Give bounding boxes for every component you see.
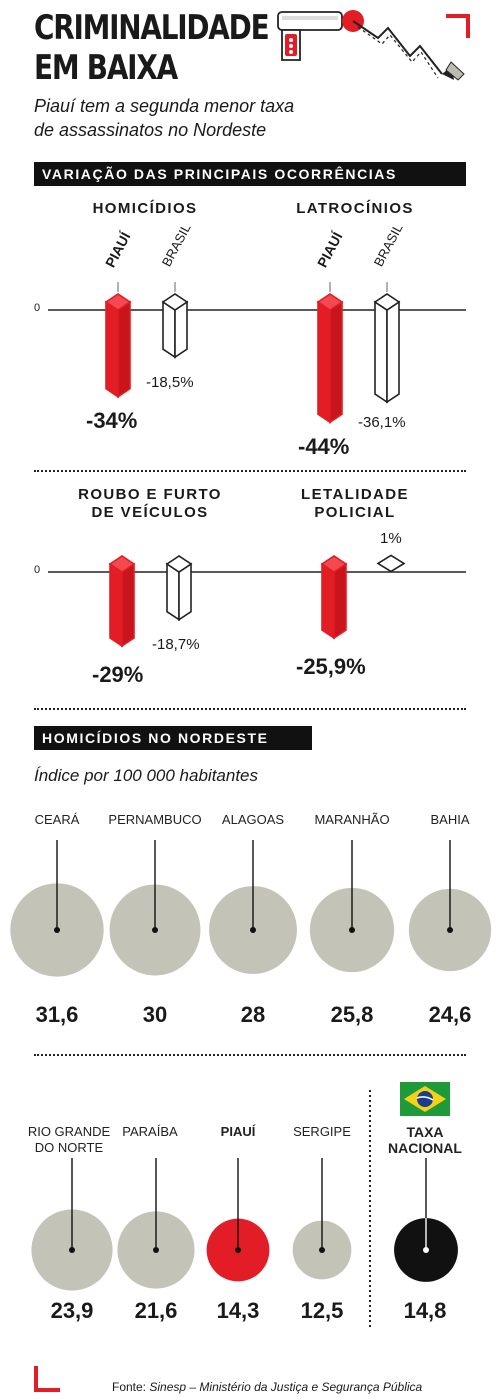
bubble-center-dot: [152, 927, 158, 933]
bar-mark: [104, 293, 132, 311]
data-label: 1%: [380, 530, 402, 547]
state-label: ALAGOAS: [221, 812, 285, 827]
bar-mark: [376, 554, 406, 573]
state-value: 30: [142, 1002, 168, 1027]
state-value: 28: [240, 1002, 266, 1027]
brazil-flag-icon: [400, 1082, 450, 1116]
data-label: -44%: [298, 434, 350, 459]
corner-mark-icon: [446, 14, 470, 38]
state-value: 21,6: [134, 1298, 178, 1323]
state-label: CEARÁ: [34, 812, 80, 827]
bubble-center-dot: [153, 1247, 159, 1253]
index-label: Índice por 100 000 habitantes: [34, 766, 259, 785]
state-value: 25,8: [330, 1002, 374, 1027]
state-label: BAHIA: [430, 812, 470, 827]
chart-letalidade-title: LETALIDADE POLICIAL: [301, 486, 409, 521]
data-label: -18,5%: [146, 374, 194, 391]
section-variacao-title: VARIAÇÃO DAS PRINCIPAIS OCORRÊNCIAS: [34, 162, 466, 186]
state-label: RIO GRANDE DO NORTE: [27, 1124, 111, 1155]
zero-axis-label: 0: [34, 302, 41, 314]
page-title: CRIMINALIDADE EM BAIXA: [34, 8, 270, 88]
bar-mark: [320, 555, 348, 573]
bar-mark: [165, 555, 193, 573]
dotted-divider: [34, 708, 466, 710]
data-label: -18,7%: [152, 636, 200, 653]
bubble-center-dot: [349, 927, 355, 933]
bar-mark: [161, 293, 189, 311]
corner-mark-icon: [34, 1366, 60, 1392]
section-homicidios-nordeste-title: HOMICÍDIOS NO NORDESTE: [34, 726, 312, 750]
state-label: TAXA NACIONAL: [388, 1124, 462, 1156]
state-value: 24,6: [428, 1002, 472, 1027]
bar-charts: [48, 282, 466, 648]
chart-latrocinios-title: LATROCÍNIOS: [296, 200, 414, 217]
gun-icon: [277, 10, 465, 81]
state-value: 14,8: [403, 1298, 447, 1323]
bubble-center-dot: [319, 1247, 325, 1253]
data-label: -34%: [86, 408, 138, 433]
state-label: PIAUÍ: [220, 1124, 256, 1139]
bubble-center-dot: [69, 1247, 75, 1253]
zero-axis-label: 0: [34, 564, 41, 576]
state-label: PERNAMBUCO: [108, 812, 202, 827]
data-label: -29%: [92, 662, 144, 687]
bubble-center-dot: [423, 1247, 429, 1253]
state-label: PARAÍBA: [122, 1124, 178, 1139]
state-value: 31,6: [35, 1002, 79, 1027]
chart-roubo-title: ROUBO E FURTO DE VEÍCULOS: [78, 486, 222, 521]
bar-mark: [373, 293, 401, 311]
bubble-center-dot: [54, 927, 60, 933]
state-label: SERGIPE: [293, 1124, 351, 1139]
subtitle: Piauí tem a segunda menor taxa de assass…: [34, 96, 295, 140]
source-note: Fonte: Sinesp – Ministério da Justiça e …: [112, 1380, 423, 1394]
bar-mark: [108, 555, 136, 573]
data-label: -36,1%: [358, 414, 406, 431]
dotted-divider: [34, 470, 466, 472]
state-value: 14,3: [216, 1298, 260, 1323]
bubble-center-dot: [250, 927, 256, 933]
state-value: 23,9: [50, 1298, 94, 1323]
dotted-divider: [34, 1054, 466, 1056]
state-value: 12,5: [300, 1298, 344, 1323]
state-label: MARANHÃO: [314, 812, 390, 827]
bar-mark: [316, 293, 344, 311]
bubble-center-dot: [235, 1247, 241, 1253]
chart-homicidios-title: HOMICÍDIOS: [92, 200, 198, 217]
bubble-center-dot: [447, 927, 453, 933]
data-label: -25,9%: [296, 654, 366, 679]
